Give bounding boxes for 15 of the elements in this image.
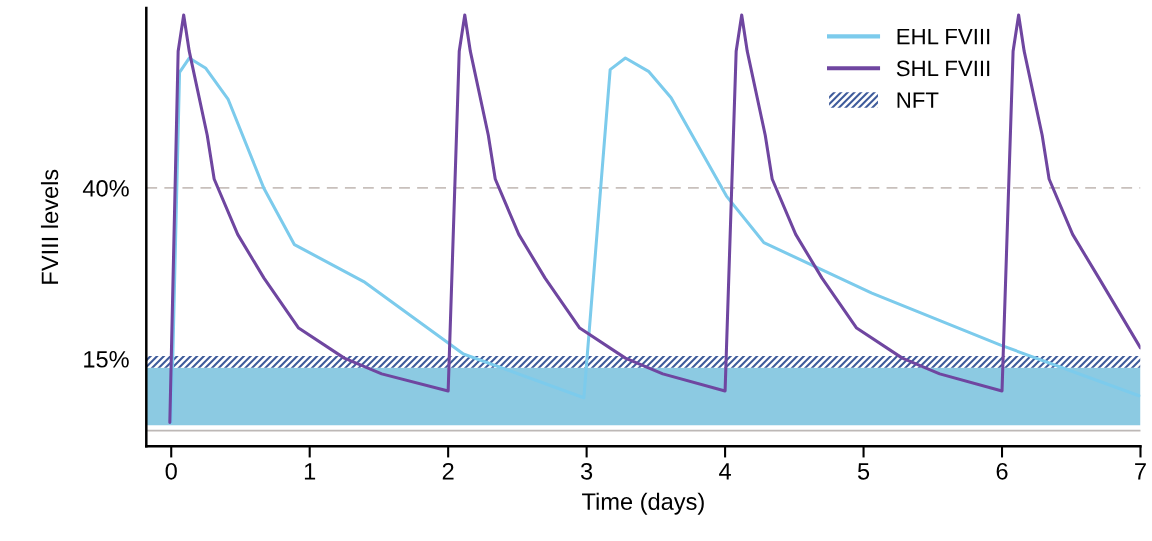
x-tick-label: 6 (996, 462, 1008, 480)
y-tick-label: 40% (82, 179, 129, 197)
x-tick-label: 2 (442, 462, 454, 480)
y-tick-label: 15% (84, 350, 129, 368)
x-tick-label: 0 (165, 462, 177, 480)
legend-label: NFT (897, 92, 939, 108)
x-axis-title: Time (days) (582, 492, 704, 515)
legend-label: SHL FVIII (896, 60, 990, 77)
x-tick-label: 7 (1135, 463, 1146, 480)
legend-label: EHL FVIII (897, 28, 990, 45)
y-axis-title: FVIII levels (40, 169, 59, 284)
x-tick-label: 3 (580, 462, 593, 480)
x-tick-label: 1 (304, 463, 316, 480)
x-tick-label: 4 (719, 463, 731, 480)
x-tick-label: 5 (857, 463, 870, 480)
